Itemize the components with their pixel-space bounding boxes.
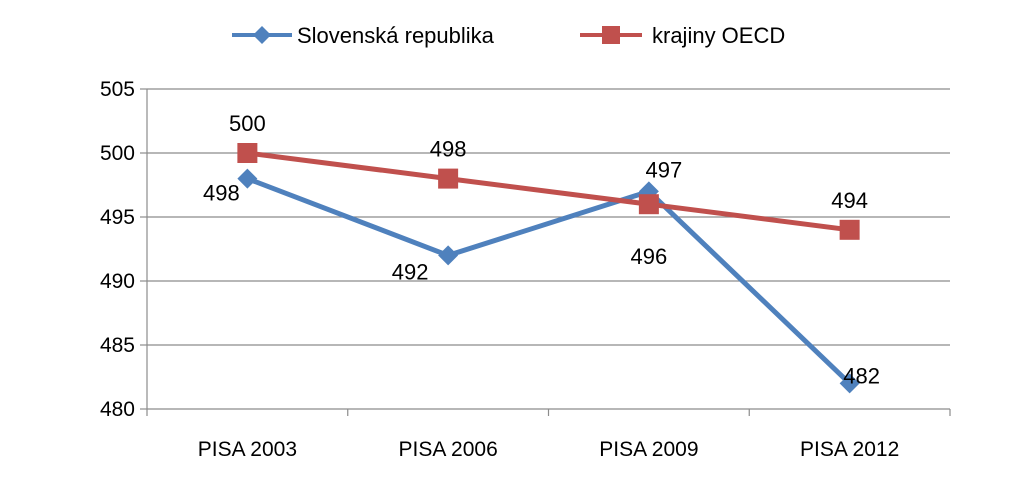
x-tick-label: PISA 2006 bbox=[399, 438, 498, 461]
data-label: 482 bbox=[843, 363, 880, 388]
data-label: 497 bbox=[646, 157, 683, 182]
gridlines bbox=[147, 88, 950, 346]
series-line-1 bbox=[247, 150, 850, 233]
data-point-diamond bbox=[839, 373, 860, 394]
data-point-diamond bbox=[438, 245, 459, 266]
legend-marker-square bbox=[602, 26, 620, 44]
legend-label-oecd: krajiny OECD bbox=[652, 23, 785, 48]
data-point-square bbox=[638, 194, 659, 215]
x-tick-label: PISA 2009 bbox=[599, 438, 698, 461]
data-label: 496 bbox=[631, 244, 668, 269]
series-line-0 bbox=[246, 176, 852, 386]
y-tick-label: 505 bbox=[100, 78, 135, 101]
y-tick-label: 480 bbox=[100, 398, 135, 421]
data-label: 498 bbox=[430, 137, 467, 162]
legend-label-slovakia: Slovenská republika bbox=[297, 23, 495, 48]
legend: Slovenská republika krajiny OECD bbox=[232, 23, 785, 48]
data-label: 498 bbox=[203, 181, 240, 206]
legend-item-slovakia: Slovenská republika bbox=[232, 23, 495, 48]
axes bbox=[140, 88, 951, 416]
legend-marker-diamond bbox=[253, 26, 271, 44]
y-axis-ticks: 480 485 490 495 500 505 bbox=[100, 78, 135, 421]
x-tick-label: PISA 2012 bbox=[800, 438, 899, 461]
data-point-diamond bbox=[237, 168, 258, 189]
data-point-square bbox=[839, 219, 860, 240]
data-labels: 498 492 497 482 500 498 496 494 bbox=[203, 111, 880, 388]
x-tick-label: PISA 2003 bbox=[198, 438, 297, 461]
data-label: 492 bbox=[392, 259, 429, 284]
x-axis-ticks: PISA 2003 PISA 2006 PISA 2009 PISA 2012 bbox=[198, 438, 900, 461]
y-tick-label: 500 bbox=[100, 142, 135, 165]
y-tick-label: 490 bbox=[100, 270, 135, 293]
data-point-square bbox=[438, 168, 459, 189]
data-label: 494 bbox=[831, 188, 868, 213]
data-label: 500 bbox=[229, 111, 266, 136]
legend-item-oecd: krajiny OECD bbox=[580, 23, 785, 48]
y-tick-label: 485 bbox=[100, 334, 135, 357]
series-group bbox=[237, 143, 860, 394]
data-point-square bbox=[237, 143, 258, 163]
y-tick-label: 495 bbox=[100, 206, 135, 229]
